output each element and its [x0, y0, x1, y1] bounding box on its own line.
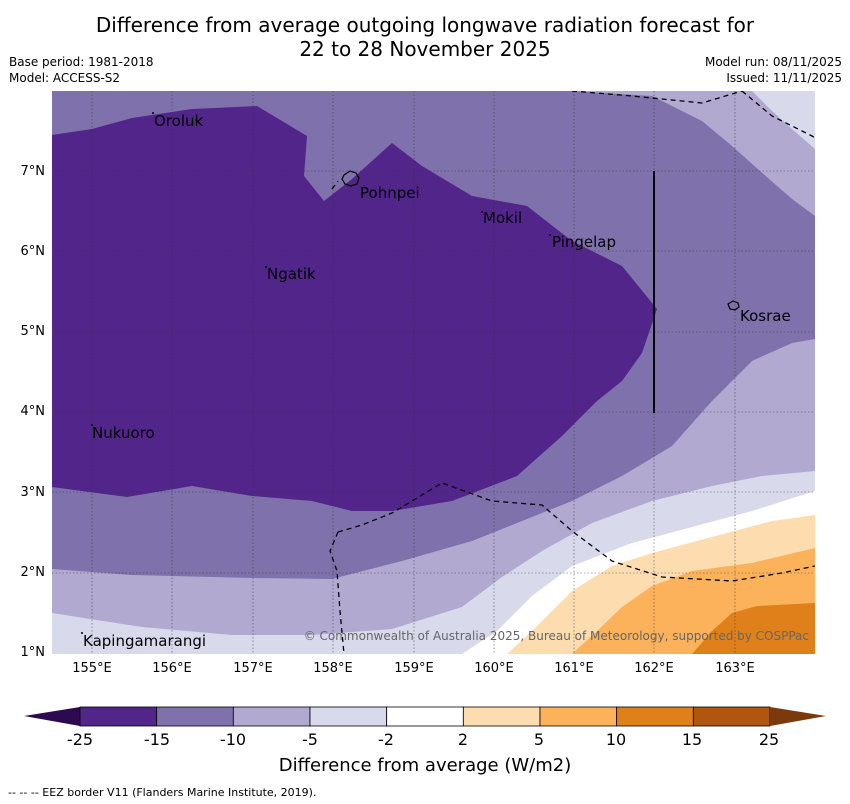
- colorbar-label-n5: -5: [302, 730, 318, 749]
- colorbar-cell: [386, 706, 464, 727]
- place-ngatik: Ngatik: [267, 265, 316, 283]
- colorbar-cell: [539, 706, 618, 727]
- colorbar-label-n15: -15: [143, 730, 171, 749]
- lon-label-158e: 158°E: [313, 661, 353, 676]
- place-pingelap: Pingelap: [552, 233, 616, 251]
- chart-title: Difference from average outgoing longwav…: [0, 13, 850, 61]
- ngatik-atoll-icon: [265, 266, 267, 268]
- lat-label-1n: 1°N: [20, 645, 46, 660]
- lat-label-3n: 3°N: [20, 485, 46, 500]
- colorbar-cell: [156, 706, 234, 727]
- lon-label-162e: 162°E: [634, 661, 674, 676]
- meta-left: Base period: 1981-2018 Model: ACCESS-S2: [9, 54, 154, 86]
- lat-label-4n: 4°N: [20, 404, 46, 419]
- colorbar-label-25: 25: [758, 730, 780, 749]
- issued-date: Issued: 11/11/2025: [726, 71, 842, 85]
- lon-label-161e: 161°E: [554, 661, 594, 676]
- place-oroluk: Oroluk: [154, 112, 203, 130]
- colorbar-cell: [232, 706, 311, 727]
- lat-label-7n: 7°N: [20, 164, 46, 179]
- lon-label-159e: 159°E: [394, 661, 434, 676]
- lon-label-155e: 155°E: [72, 661, 112, 676]
- eez-border: [329, 91, 815, 654]
- title-line-1: Difference from average outgoing longwav…: [95, 13, 755, 37]
- meta-right: Model run: 08/11/2025 Issued: 11/11/2025: [705, 54, 842, 86]
- pohnpei-island-icon: [341, 170, 360, 187]
- title-line-2: 22 to 28 November 2025: [299, 37, 551, 61]
- place-kapingamarangi: Kapingamarangi: [83, 632, 206, 650]
- mokil-atoll-icon: [481, 211, 483, 213]
- colorbar-extend-high: [770, 707, 826, 726]
- nukuoro-atoll-icon: [91, 424, 93, 426]
- lon-label-157e: 157°E: [233, 661, 273, 676]
- colorbar-cell: [692, 706, 771, 727]
- copyright-notice: © Commonwealth of Australia 2025, Bureau…: [304, 629, 809, 643]
- kapingamarangi-atoll-icon: [81, 632, 83, 634]
- colorbar: [24, 706, 826, 727]
- lon-label-163e: 163°E: [715, 661, 755, 676]
- colorbar-cell: [462, 706, 541, 727]
- zone-light-top: [572, 91, 815, 216]
- colorbar-label-n10: -10: [219, 730, 247, 749]
- oroluk-atoll-icon: [152, 112, 154, 114]
- pingelap-atoll-icon: [549, 234, 551, 236]
- map-canvas: Oroluk Pohnpei Mokil Pingelap Ngatik Kos…: [52, 91, 815, 654]
- colorbar-cell: [309, 706, 388, 727]
- colorbar-cell: [616, 706, 694, 727]
- lat-label-5n: 5°N: [20, 324, 46, 339]
- lat-label-2n: 2°N: [20, 565, 46, 580]
- zone-pale-top: [752, 91, 815, 149]
- model-name: Model: ACCESS-S2: [9, 71, 121, 85]
- model-run: Model run: 08/11/2025: [704, 55, 842, 69]
- place-nukuoro: Nukuoro: [92, 424, 155, 442]
- place-kosrae: Kosrae: [740, 307, 791, 325]
- colorbar-extend-low: [24, 707, 80, 726]
- colorbar-label-15: 15: [681, 730, 703, 749]
- colorbar-label-2: 2: [457, 730, 469, 749]
- colorbar-label-n25: -25: [66, 730, 94, 749]
- lat-label-6n: 6°N: [20, 244, 46, 259]
- colorbar-label-5: 5: [533, 730, 545, 749]
- colorbar-label-10: 10: [605, 730, 627, 749]
- place-pohnpei: Pohnpei: [360, 184, 420, 202]
- zone-deep: [52, 106, 657, 511]
- base-period: Base period: 1981-2018: [9, 55, 154, 69]
- zone-orange: [692, 603, 815, 654]
- place-mokil: Mokil: [483, 209, 522, 227]
- colorbar-title: Difference from average (W/m2): [278, 755, 572, 776]
- lon-label-156e: 156°E: [152, 661, 192, 676]
- colorbar-label-n2: -2: [378, 730, 394, 749]
- colorbar-cell: [79, 706, 158, 727]
- lon-label-160e: 160°E: [474, 661, 514, 676]
- kosrae-island-icon: [727, 300, 740, 311]
- eez-legend: -- -- -- EEZ border V11 (Flanders Marine…: [8, 786, 317, 799]
